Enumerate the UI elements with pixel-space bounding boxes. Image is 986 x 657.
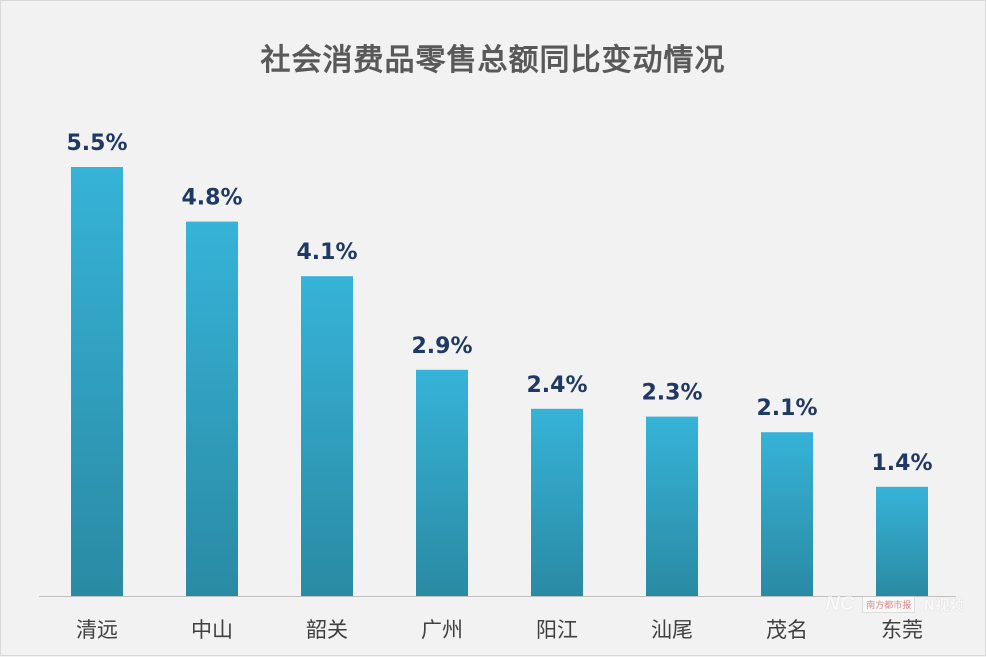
category-label: 广州 xyxy=(421,618,463,642)
category-label: 阳江 xyxy=(536,618,578,642)
data-label: 4.8% xyxy=(181,186,242,211)
data-label: 5.5% xyxy=(66,131,127,156)
category-label: 中山 xyxy=(191,618,233,642)
chart-title: 社会消费品零售总额同比变动情况 xyxy=(260,43,726,78)
watermark-n-video: N视频 xyxy=(923,597,963,614)
category-label: 茂名 xyxy=(766,618,808,642)
bar xyxy=(761,432,813,596)
watermark-logo: NC xyxy=(825,593,855,615)
bar xyxy=(71,167,123,596)
category-label: 东莞 xyxy=(881,618,923,642)
bar xyxy=(416,369,468,596)
data-label: 2.3% xyxy=(641,381,702,406)
category-label: 汕尾 xyxy=(651,618,693,642)
bar xyxy=(531,408,583,596)
category-label: 韶关 xyxy=(306,618,348,642)
category-label: 清远 xyxy=(76,618,118,642)
data-label: 4.1% xyxy=(296,240,357,265)
data-label: 2.9% xyxy=(411,334,472,359)
watermark-box: 南方都市报 xyxy=(862,596,916,613)
data-label: 2.4% xyxy=(526,373,587,398)
bar xyxy=(876,486,928,596)
watermark: NC 南方都市报 N视频 xyxy=(825,593,963,616)
bar xyxy=(301,276,353,596)
data-label: 1.4% xyxy=(871,451,932,476)
data-label: 2.1% xyxy=(756,396,817,421)
bar xyxy=(646,416,698,596)
bar xyxy=(186,221,238,596)
